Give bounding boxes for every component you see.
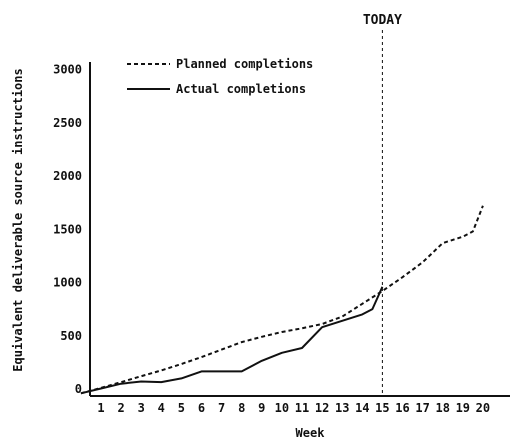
y-tick-label: 2500 <box>53 116 82 130</box>
x-tick-label: 9 <box>258 401 265 415</box>
series-line-actual-completions <box>80 286 384 395</box>
today-label: TODAY <box>363 13 402 28</box>
x-tick-label: 2 <box>117 401 124 415</box>
x-tick-label: 20 <box>476 401 490 415</box>
legend-label: Planned completions <box>176 57 313 71</box>
x-tick-label: 5 <box>178 401 185 415</box>
y-tick-label: 1000 <box>53 276 82 290</box>
y-axis-title: Equivalent deliverable source instructio… <box>11 68 25 371</box>
x-tick-label: 17 <box>415 401 429 415</box>
x-tick-label: 4 <box>158 401 165 415</box>
series-line-planned-completions <box>80 205 484 395</box>
x-tick-label: 14 <box>355 401 369 415</box>
x-tick-label: 13 <box>335 401 349 415</box>
x-tick-label: 15 <box>375 401 389 415</box>
y-tick-label: 2000 <box>53 169 82 183</box>
x-tick-label: 7 <box>218 401 225 415</box>
x-tick-label: 10 <box>275 401 289 415</box>
legend-label: Actual completions <box>176 82 306 96</box>
x-tick-label: 8 <box>238 401 245 415</box>
x-tick-label: 11 <box>295 401 309 415</box>
x-axis-title: Week <box>296 426 326 440</box>
x-tick-label: 1 <box>97 401 104 415</box>
y-tick-label: 500 <box>60 329 82 343</box>
y-tick-label: 1500 <box>53 222 82 236</box>
x-tick-label: 18 <box>435 401 449 415</box>
y-tick-label: 3000 <box>53 63 82 77</box>
x-tick-label: 19 <box>456 401 470 415</box>
x-tick-label: 6 <box>198 401 205 415</box>
x-tick-label: 16 <box>395 401 409 415</box>
x-tick-label: 12 <box>315 401 329 415</box>
y-tick-label: 0 <box>75 382 82 396</box>
x-tick-label: 3 <box>138 401 145 415</box>
